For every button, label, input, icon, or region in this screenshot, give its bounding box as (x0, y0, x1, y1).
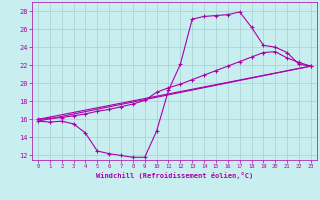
X-axis label: Windchill (Refroidissement éolien,°C): Windchill (Refroidissement éolien,°C) (96, 172, 253, 179)
